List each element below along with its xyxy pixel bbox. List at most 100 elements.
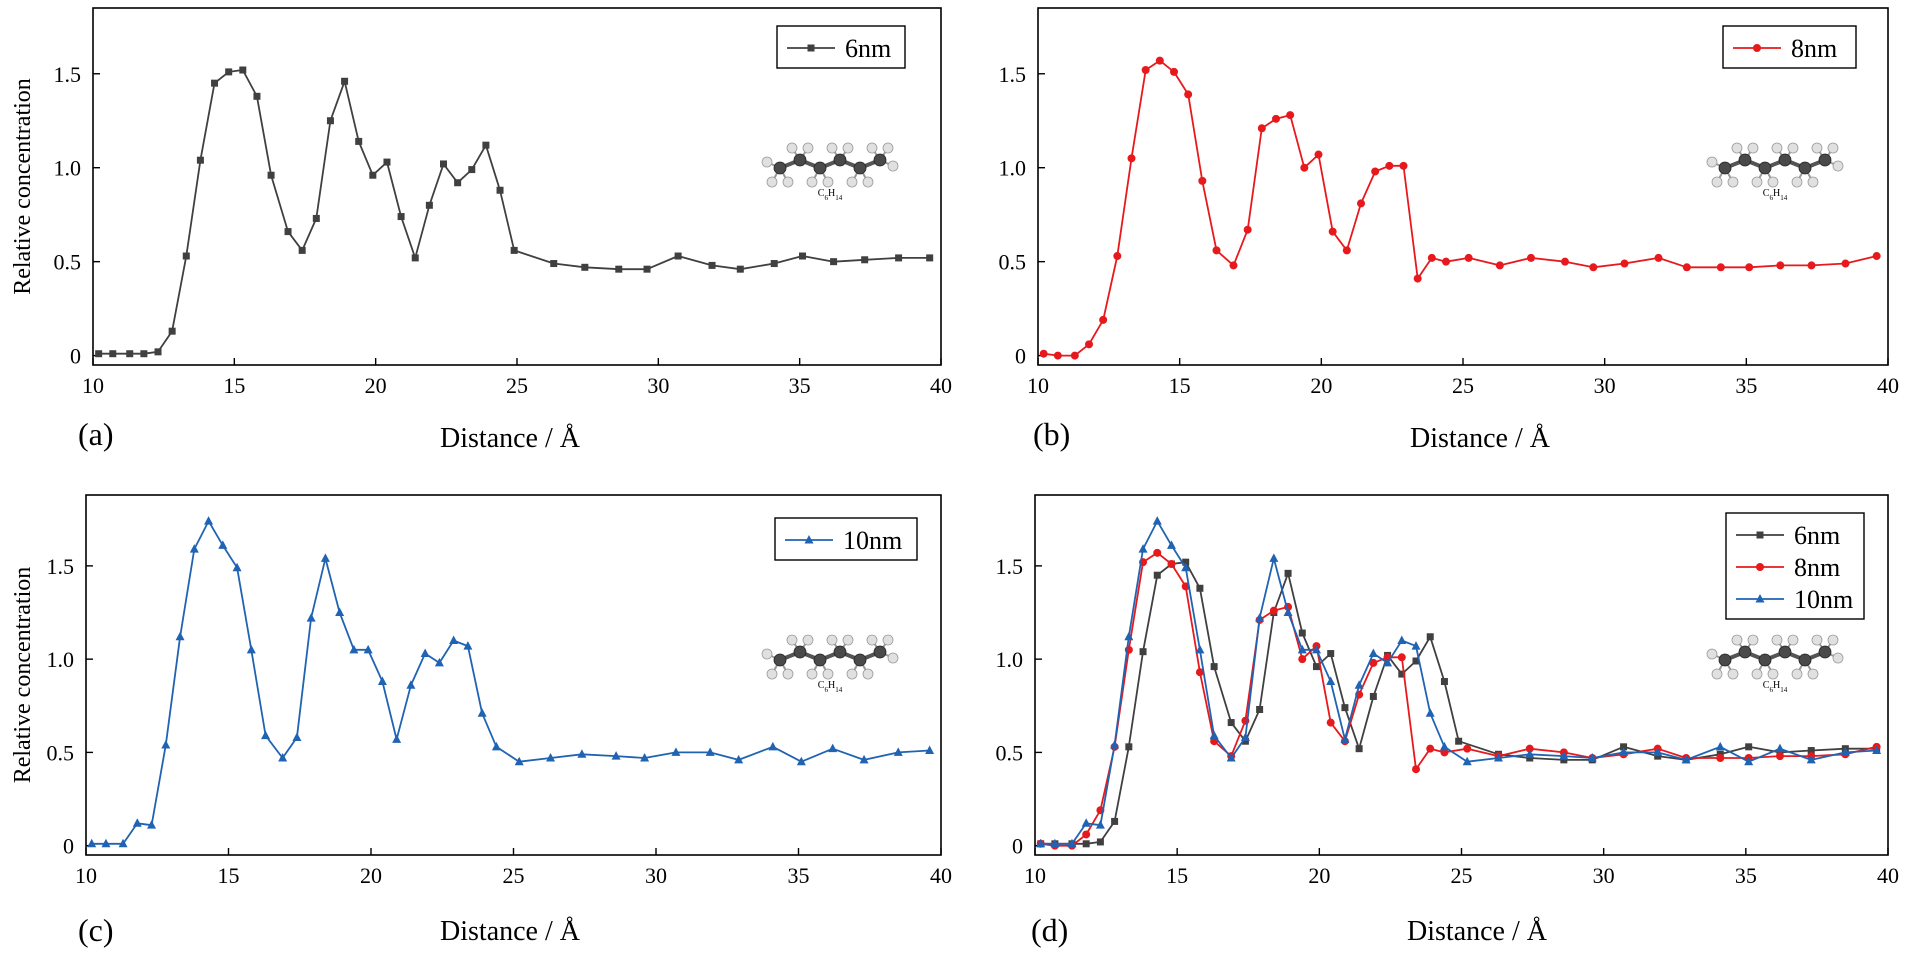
data-point bbox=[1198, 176, 1207, 185]
data-point bbox=[1806, 754, 1816, 764]
data-point bbox=[1525, 749, 1535, 758]
data-point bbox=[440, 160, 448, 168]
x-tick-label: 25 bbox=[1451, 863, 1473, 888]
hydrogen-atom bbox=[766, 668, 778, 680]
data-point bbox=[1464, 253, 1473, 262]
hydrogen-atom bbox=[1727, 176, 1739, 188]
hydrogen-atom bbox=[1751, 176, 1763, 188]
y-tick-label: 1.5 bbox=[54, 62, 82, 87]
x-tick-label: 15 bbox=[218, 863, 240, 888]
legend-label: 8nm bbox=[1791, 34, 1837, 63]
hydrogen-atom bbox=[806, 668, 818, 680]
data-point bbox=[1355, 745, 1363, 753]
hydrogen-atom bbox=[846, 176, 858, 188]
data-point bbox=[87, 838, 97, 848]
hydrogen-atom bbox=[782, 668, 794, 680]
data-point bbox=[1311, 644, 1321, 654]
carbon-atom bbox=[853, 161, 867, 175]
data-point bbox=[126, 350, 134, 358]
data-point bbox=[643, 265, 651, 273]
data-point bbox=[1070, 351, 1079, 360]
hydrogen-atom bbox=[1711, 176, 1723, 188]
series-6nm bbox=[95, 66, 934, 358]
data-point bbox=[1170, 67, 1178, 76]
carbon-atom bbox=[1738, 153, 1752, 167]
data-point bbox=[1493, 753, 1503, 762]
hydrogen-atom bbox=[1827, 634, 1839, 646]
hydrogen-atom bbox=[1767, 668, 1779, 680]
legend-label: 10nm bbox=[1794, 585, 1853, 614]
x-axis-title: Distance / Å bbox=[1407, 916, 1548, 947]
hydrogen-atom bbox=[882, 142, 894, 154]
hexane-molecule-icon: C6H14 bbox=[1706, 142, 1844, 202]
x-axis-title: Distance / Å bbox=[440, 423, 581, 454]
y-tick-label: 0.5 bbox=[54, 250, 82, 275]
x-tick-label: 15 bbox=[1166, 863, 1188, 888]
y-tick-label: 0.5 bbox=[996, 740, 1024, 765]
data-point bbox=[406, 680, 416, 689]
y-tick-label: 1.0 bbox=[47, 647, 75, 672]
data-point bbox=[1411, 641, 1421, 650]
data-point bbox=[1560, 756, 1568, 764]
data-point bbox=[298, 246, 306, 254]
hydrogen-atom bbox=[761, 156, 773, 168]
data-point bbox=[261, 730, 271, 740]
data-point bbox=[218, 540, 228, 549]
data-point bbox=[1255, 613, 1265, 622]
data-point bbox=[1462, 756, 1472, 766]
hexane-molecule-icon: C6H14 bbox=[1706, 634, 1844, 694]
data-point bbox=[1715, 741, 1725, 751]
data-point bbox=[454, 179, 462, 187]
data-point bbox=[101, 838, 111, 848]
data-point bbox=[1807, 261, 1816, 270]
x-tick-label: 25 bbox=[503, 863, 525, 888]
legend: 6nm bbox=[776, 25, 906, 69]
legend-marker bbox=[1756, 563, 1764, 571]
panel-label: (c) bbox=[78, 912, 114, 948]
data-point bbox=[1039, 349, 1048, 358]
data-point bbox=[95, 350, 103, 358]
data-point bbox=[1139, 648, 1147, 656]
legend-box bbox=[774, 517, 918, 561]
legend: 10nm bbox=[774, 517, 918, 561]
hydrogen-atom bbox=[882, 634, 894, 646]
data-point bbox=[1620, 259, 1629, 268]
hydrogen-atom bbox=[1767, 176, 1779, 188]
x-tick-label: 30 bbox=[645, 863, 667, 888]
data-point bbox=[1399, 161, 1408, 170]
data-point bbox=[1153, 571, 1161, 579]
panel-label: (d) bbox=[1031, 912, 1068, 948]
data-point bbox=[320, 553, 330, 562]
hexane-molecule-icon: C6H14 bbox=[761, 142, 899, 202]
x-tick-label: 30 bbox=[1593, 863, 1615, 888]
data-point bbox=[383, 158, 391, 166]
data-point bbox=[1398, 670, 1406, 678]
data-point bbox=[1745, 263, 1754, 272]
data-point bbox=[1654, 752, 1662, 760]
data-point bbox=[1425, 708, 1435, 717]
data-point bbox=[463, 641, 473, 650]
hydrogen-atom bbox=[1711, 668, 1723, 680]
data-point bbox=[1561, 257, 1569, 266]
data-point bbox=[1412, 765, 1421, 774]
carbon-atom bbox=[1758, 653, 1772, 667]
data-point bbox=[1166, 540, 1176, 549]
hydrogen-atom bbox=[786, 634, 798, 646]
data-point bbox=[1085, 340, 1093, 349]
hydrogen-atom bbox=[822, 668, 834, 680]
carbon-atom bbox=[1758, 161, 1772, 175]
hydrogen-atom bbox=[1807, 668, 1819, 680]
data-point bbox=[1241, 737, 1249, 745]
data-point bbox=[349, 644, 359, 654]
data-point bbox=[1427, 253, 1436, 262]
data-point bbox=[925, 745, 935, 755]
y-tick-label: 1.5 bbox=[999, 62, 1027, 87]
hexane-molecule-icon: C6H14 bbox=[761, 634, 899, 694]
data-point bbox=[369, 171, 377, 179]
data-point bbox=[1354, 680, 1364, 689]
data-point bbox=[284, 228, 292, 236]
x-tick-label: 15 bbox=[1169, 373, 1191, 398]
data-point bbox=[292, 732, 302, 741]
data-point bbox=[1385, 161, 1394, 170]
series-8nm bbox=[1039, 56, 1881, 360]
